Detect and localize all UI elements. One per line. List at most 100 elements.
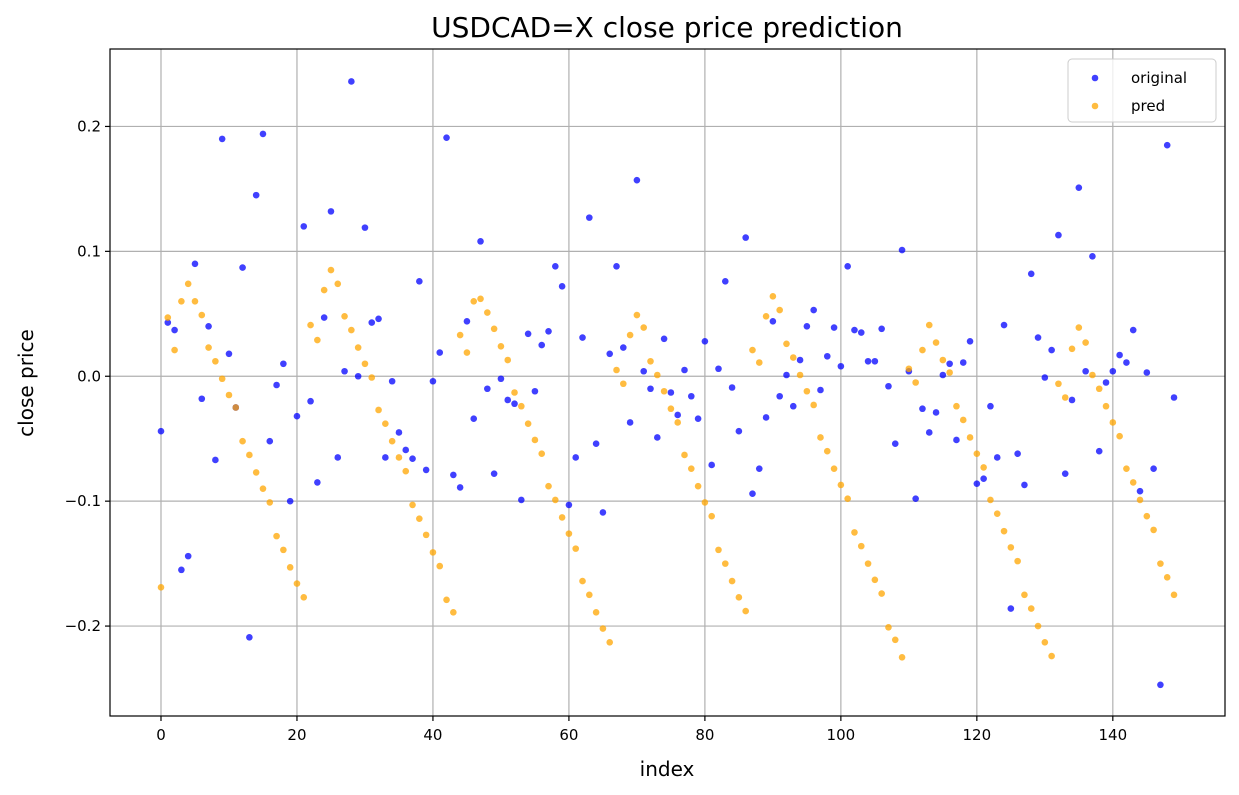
point-original xyxy=(1048,346,1055,354)
point-original xyxy=(286,497,294,505)
point-original xyxy=(545,327,552,335)
point-original xyxy=(375,315,382,323)
point-original xyxy=(314,479,321,486)
point-pred xyxy=(456,331,464,339)
point-pred xyxy=(388,437,396,445)
x-tick-label: 40 xyxy=(423,726,442,744)
point-original xyxy=(939,371,947,379)
point-pred xyxy=(361,360,369,368)
point-original xyxy=(572,454,580,461)
point-original xyxy=(864,357,872,365)
point-pred xyxy=(674,419,681,426)
point-pred xyxy=(1055,380,1062,388)
point-pred xyxy=(545,482,552,490)
point-pred xyxy=(477,295,484,303)
point-pred xyxy=(531,436,539,444)
point-pred xyxy=(987,496,994,504)
point-pred xyxy=(1048,652,1055,660)
point-pred xyxy=(925,321,933,329)
point-original xyxy=(817,386,824,394)
point-pred xyxy=(905,365,913,373)
point-pred xyxy=(749,346,756,354)
point-original xyxy=(606,350,614,358)
point-original xyxy=(878,325,885,333)
point-pred xyxy=(1061,394,1069,401)
point-original xyxy=(687,392,695,400)
point-pred xyxy=(538,450,546,457)
point-original xyxy=(239,264,246,271)
point-pred xyxy=(789,354,797,361)
point-original xyxy=(443,134,450,141)
point-pred xyxy=(687,465,695,472)
point-pred xyxy=(946,369,953,376)
point-pred xyxy=(157,584,165,591)
point-original xyxy=(1157,681,1164,689)
legend-label-original: original xyxy=(1131,69,1187,87)
point-pred xyxy=(864,560,872,567)
point-original xyxy=(946,360,953,368)
point-pred xyxy=(443,596,450,604)
legend-marker-pred xyxy=(1091,102,1099,110)
y-axis-label: close price xyxy=(14,329,38,437)
point-original xyxy=(497,375,505,383)
point-pred xyxy=(830,465,838,472)
point-pred xyxy=(375,406,382,414)
point-original xyxy=(912,495,919,502)
x-tick-label: 100 xyxy=(827,726,856,744)
point-original xyxy=(477,238,484,245)
point-original xyxy=(721,278,729,285)
grid xyxy=(110,49,1225,716)
point-pred xyxy=(660,387,668,395)
legend-marker-original xyxy=(1091,74,1099,82)
point-pred xyxy=(225,391,233,399)
point-pred xyxy=(314,336,321,344)
x-tick-label: 20 xyxy=(287,726,306,744)
point-original xyxy=(1163,141,1171,149)
point-original xyxy=(674,411,681,419)
point-pred xyxy=(939,356,947,364)
point-pred xyxy=(239,437,246,445)
point-pred xyxy=(891,636,899,644)
point-original xyxy=(919,405,926,413)
point-original xyxy=(327,208,335,215)
plot-frame xyxy=(109,48,1226,717)
point-pred xyxy=(409,501,416,509)
point-pred xyxy=(959,416,967,424)
point-pred xyxy=(878,590,885,597)
point-original xyxy=(891,440,899,448)
point-original xyxy=(1055,231,1062,239)
point-pred xyxy=(1109,419,1117,426)
point-original xyxy=(259,130,267,138)
point-pred xyxy=(1163,574,1171,581)
point-original xyxy=(620,344,627,351)
point-original xyxy=(334,454,342,461)
point-pred xyxy=(647,357,654,365)
point-pred xyxy=(640,324,648,331)
point-pred xyxy=(395,454,403,461)
point-pred xyxy=(286,564,294,571)
point-original xyxy=(184,552,192,560)
x-tick-label: 140 xyxy=(1098,726,1127,744)
point-original xyxy=(395,429,403,436)
point-original xyxy=(456,484,464,491)
point-pred xyxy=(871,576,879,584)
point-pred xyxy=(694,482,702,490)
point-original xyxy=(436,349,444,356)
point-pred xyxy=(762,312,770,320)
point-original xyxy=(198,395,206,403)
point-pred xyxy=(844,495,851,502)
point-pred xyxy=(484,309,491,316)
point-original xyxy=(1068,396,1076,404)
point-original xyxy=(647,385,654,393)
point-original xyxy=(599,509,607,516)
point-original xyxy=(1170,394,1178,401)
point-pred xyxy=(742,607,749,615)
point-pred xyxy=(490,325,498,333)
point-pred xyxy=(1150,526,1157,534)
point-original xyxy=(966,337,974,345)
point-original xyxy=(810,306,817,314)
point-original xyxy=(1116,351,1123,359)
point-pred xyxy=(932,339,940,346)
point-pred xyxy=(232,404,240,411)
